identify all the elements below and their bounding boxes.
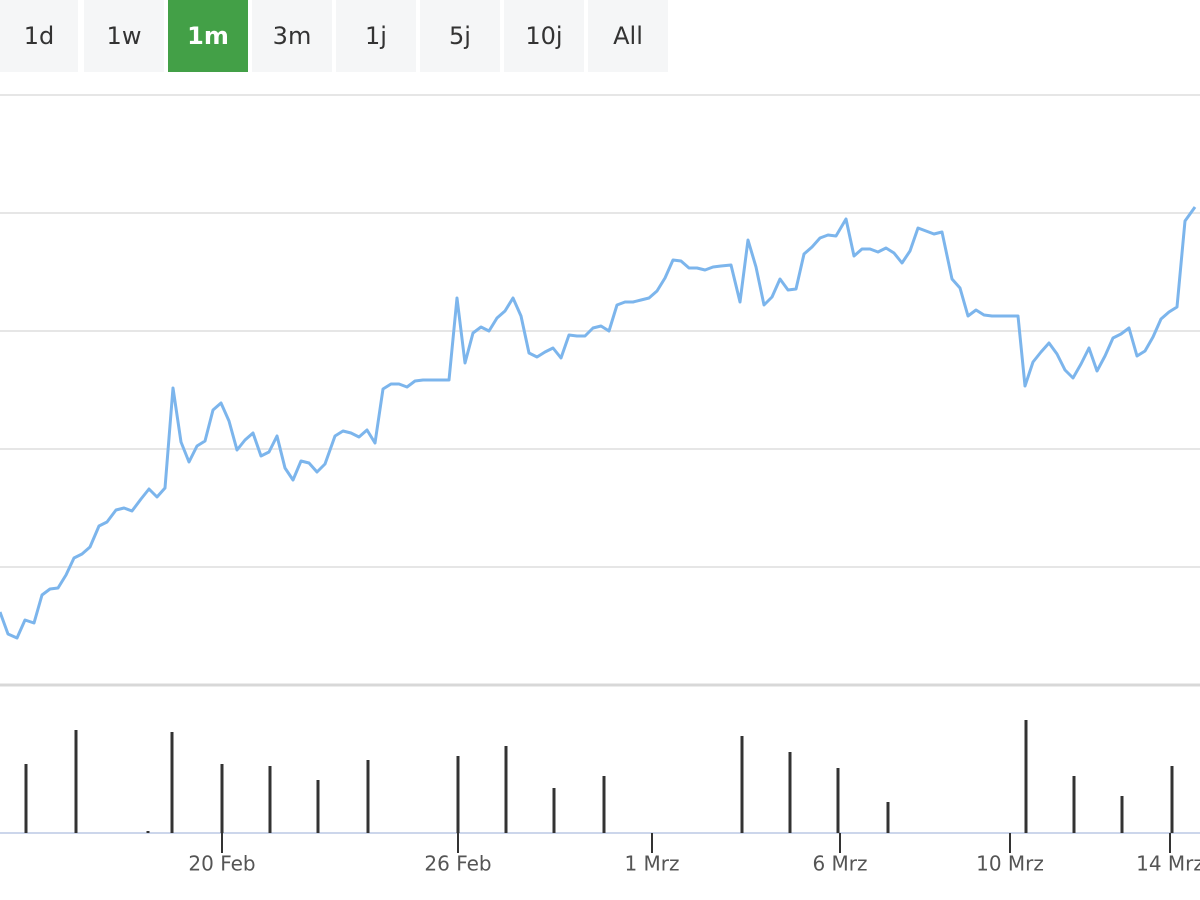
volume-bar: [1170, 766, 1174, 833]
volume-bar: [170, 732, 174, 833]
range-button[interactable]: 10j: [504, 0, 584, 72]
range-button[interactable]: 5j: [420, 0, 500, 72]
range-button[interactable]: All: [588, 0, 668, 72]
volume-bar: [1024, 720, 1028, 833]
volume-bar: [740, 736, 744, 833]
x-tick-label: 26 Feb: [424, 852, 491, 876]
range-button[interactable]: 1m: [168, 0, 248, 72]
volume-bar: [836, 768, 840, 833]
volume-bar: [1072, 776, 1076, 833]
volume-bar: [268, 766, 272, 833]
x-tick-label: 20 Feb: [188, 852, 255, 876]
range-button[interactable]: 1j: [336, 0, 416, 72]
range-button[interactable]: 1d: [0, 0, 78, 72]
volume-bar: [316, 780, 320, 833]
volume-bar: [366, 760, 370, 833]
volume-bar: [74, 730, 78, 833]
range-button[interactable]: 3m: [252, 0, 332, 72]
range-button[interactable]: 1w: [84, 0, 164, 72]
volume-bar: [788, 752, 792, 833]
volume-bar: [1120, 796, 1124, 833]
volume-bar: [220, 764, 224, 833]
volume-bar: [886, 802, 890, 833]
x-tick-label: 6 Mrz: [812, 852, 867, 876]
volume-bar: [24, 764, 28, 833]
volume-bar: [602, 776, 606, 833]
price-line: [0, 206, 1197, 640]
x-tick-label: 10 Mrz: [976, 852, 1044, 876]
volume-bar: [146, 831, 150, 833]
x-tick-label: 1 Mrz: [624, 852, 679, 876]
volume-bar: [504, 746, 508, 833]
volume-bar: [552, 788, 556, 833]
volume-bar: [456, 756, 460, 833]
x-tick-label: 14 Mrz: [1136, 852, 1200, 876]
